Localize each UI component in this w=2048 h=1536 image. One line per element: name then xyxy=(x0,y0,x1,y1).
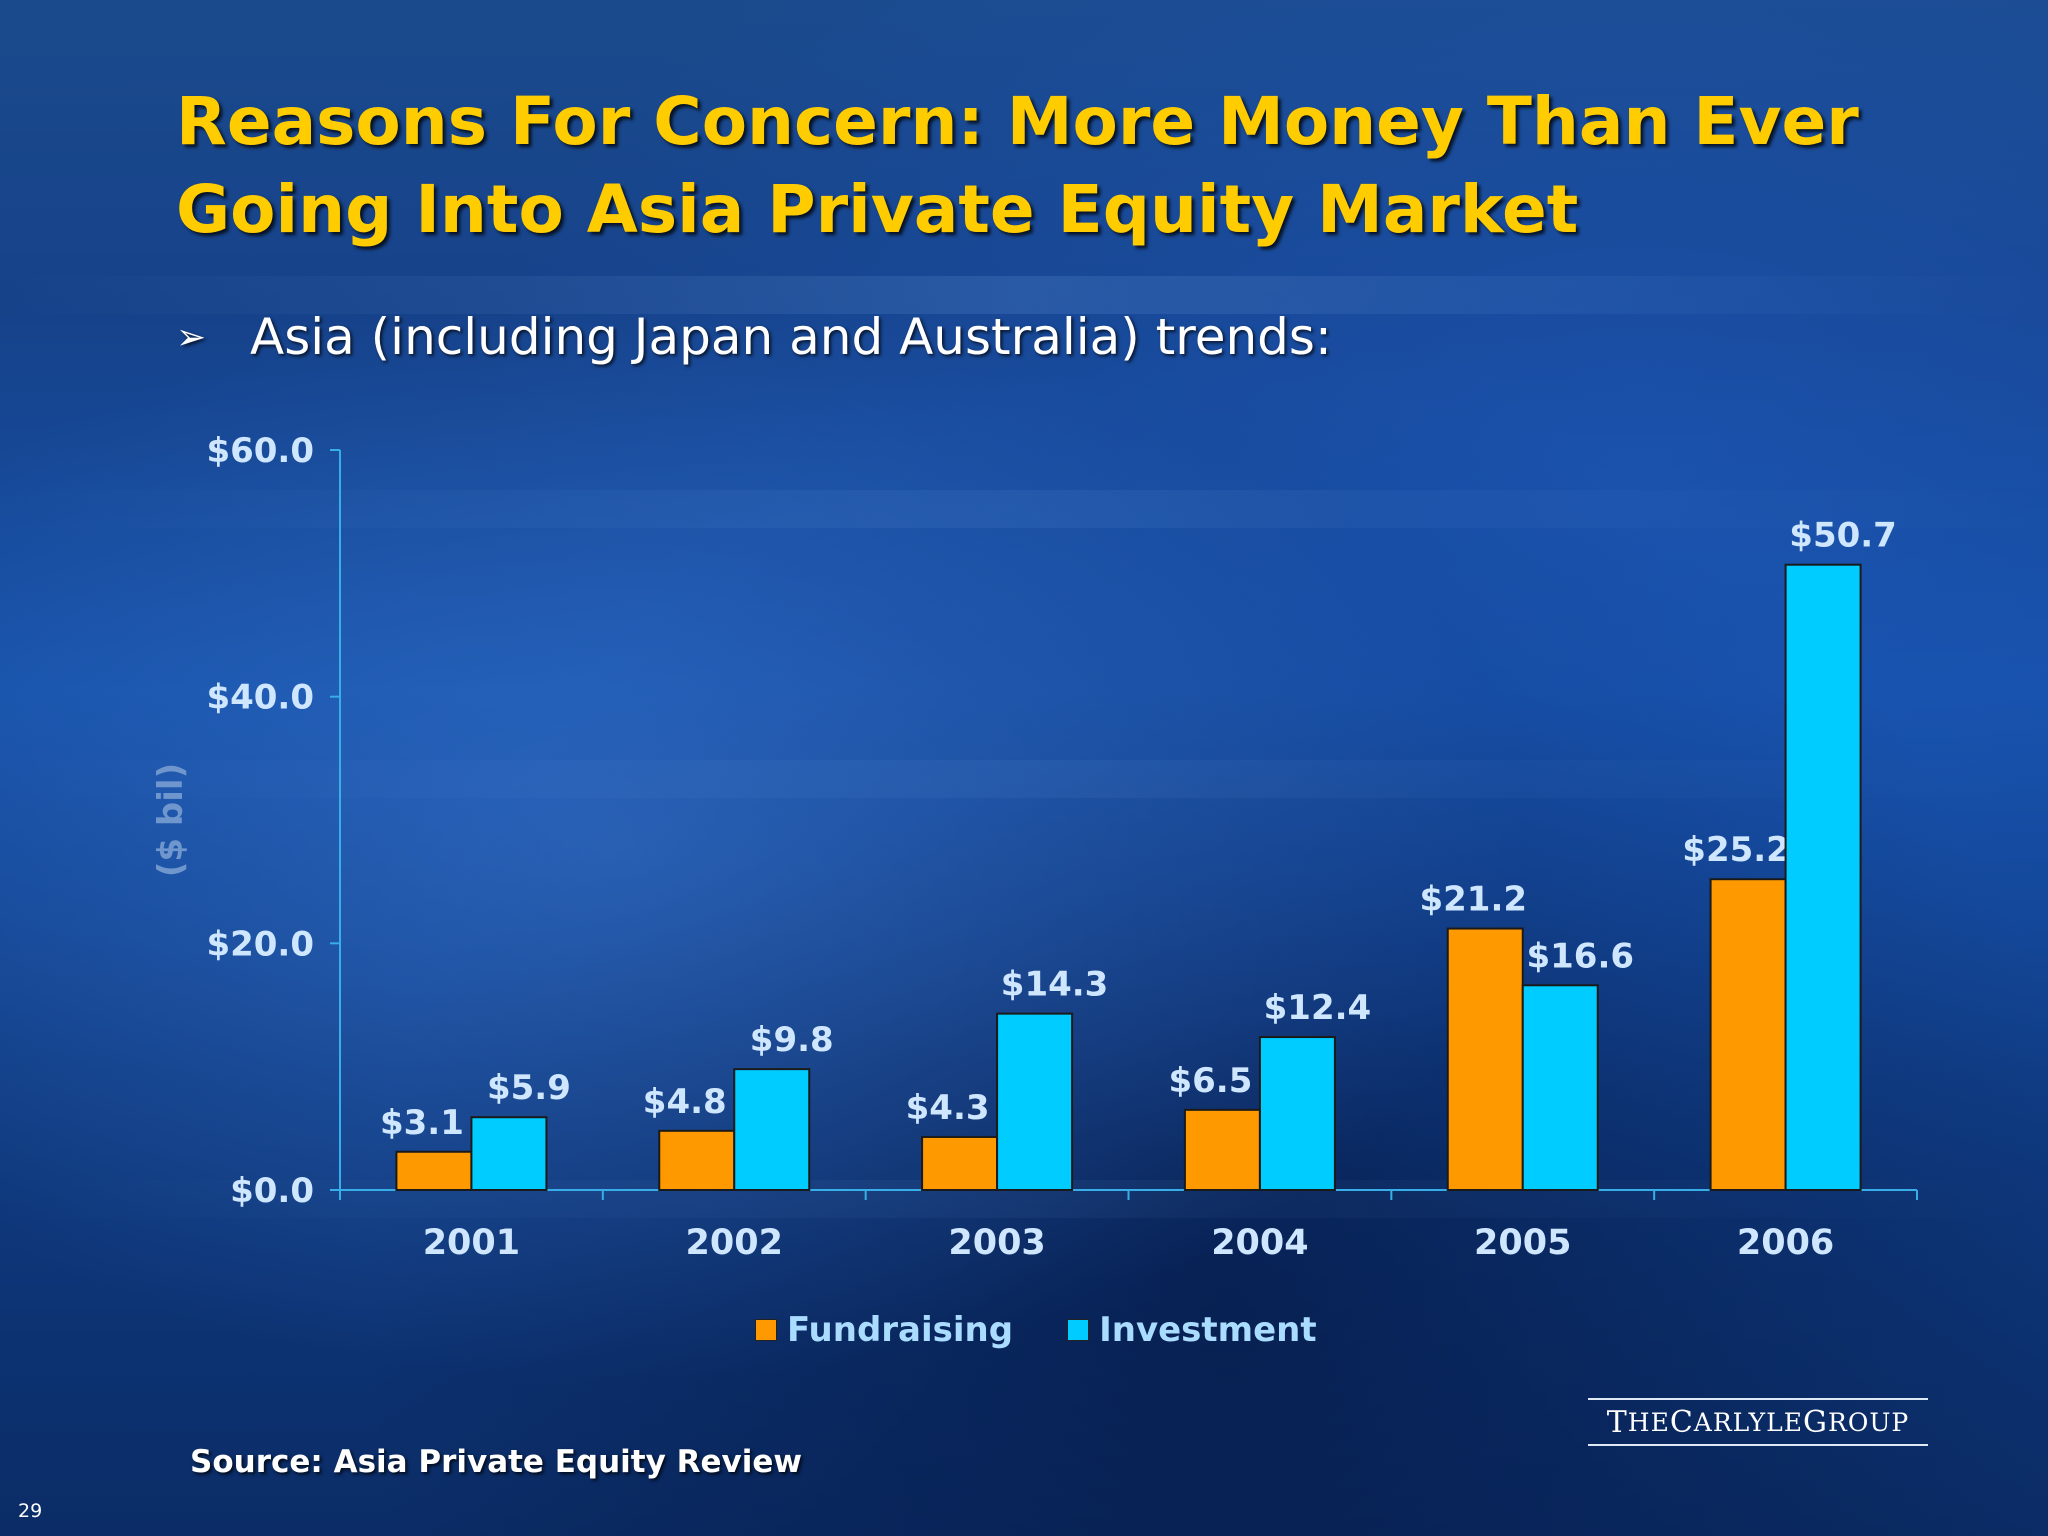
data-label-investment-2003: $14.3 xyxy=(1001,965,1109,1005)
data-label-investment-2001: $5.9 xyxy=(487,1068,571,1108)
legend-swatch-investment xyxy=(1067,1319,1090,1341)
background-streak xyxy=(0,276,2048,314)
bar-fundraising-2005 xyxy=(1446,927,1524,1191)
x-tick-label: 2002 xyxy=(686,1223,783,1263)
y-tick-label: $20.0 xyxy=(206,924,314,964)
x-tick-label: 2004 xyxy=(1211,1223,1308,1263)
background-streak xyxy=(0,760,2048,798)
title-line-2: Going Into Asia Private Equity Market xyxy=(176,171,1579,248)
bar-investment-2002 xyxy=(733,1068,811,1191)
data-label-investment-2005: $16.6 xyxy=(1526,936,1634,976)
y-tick-label: $60.0 xyxy=(206,431,314,471)
bar-fundraising-2006 xyxy=(1709,878,1787,1191)
bar-investment-2005 xyxy=(1521,984,1599,1191)
bar-fundraising-2001 xyxy=(395,1150,473,1192)
data-label-investment-2004: $12.4 xyxy=(1264,988,1372,1028)
data-label-fundraising-2001: $3.1 xyxy=(380,1103,464,1143)
data-label-investment-2006: $50.7 xyxy=(1789,516,1897,556)
legend-item-investment: Investment xyxy=(1067,1310,1317,1350)
source-note: Source: Asia Private Equity Review xyxy=(190,1444,803,1480)
y-tick-label: $0.0 xyxy=(230,1171,314,1211)
data-label-fundraising-2006: $25.2 xyxy=(1682,830,1790,870)
bullet-text: Asia (including Japan and Australia) tre… xyxy=(250,308,1332,366)
data-label-fundraising-2005: $21.2 xyxy=(1419,880,1527,920)
data-label-fundraising-2003: $4.3 xyxy=(906,1088,990,1128)
x-tick-label: 2006 xyxy=(1737,1223,1834,1263)
bar-fundraising-2002 xyxy=(658,1129,736,1192)
bar-fundraising-2004 xyxy=(1183,1108,1261,1192)
y-tick-label: $40.0 xyxy=(206,678,314,718)
carlyle-group-logo: T HE C ARLYLE G ROUP xyxy=(1588,1398,1928,1446)
bar-investment-2004 xyxy=(1258,1036,1336,1191)
legend-swatch-fundraising xyxy=(755,1319,777,1341)
y-axis-title: ($ bil) xyxy=(151,763,191,877)
bullet-point: ➢ Asia (including Japan and Australia) t… xyxy=(176,302,1332,372)
title-line-1: Reasons For Concern: More Money Than Eve… xyxy=(176,83,1859,160)
bar-fundraising-2003 xyxy=(921,1135,999,1192)
x-tick-label: 2005 xyxy=(1474,1223,1571,1263)
legend-item-fundraising: Fundraising xyxy=(755,1310,1013,1350)
x-tick-label: 2003 xyxy=(948,1223,1045,1263)
legend-label-investment: Investment xyxy=(1099,1310,1317,1350)
x-tick-label: 2001 xyxy=(423,1223,520,1263)
chart-legend: Fundraising Investment xyxy=(755,1310,1317,1350)
background-streak xyxy=(0,490,2048,528)
data-label-investment-2002: $9.8 xyxy=(750,1020,834,1060)
bar-investment-2001 xyxy=(470,1116,548,1191)
bar-investment-2003 xyxy=(996,1012,1074,1192)
slide-title: Reasons For Concern: More Money Than Eve… xyxy=(176,78,1996,254)
bar-investment-2006 xyxy=(1784,563,1862,1191)
data-label-fundraising-2004: $6.5 xyxy=(1168,1061,1252,1101)
data-label-fundraising-2002: $4.8 xyxy=(643,1082,727,1122)
page-number: 29 xyxy=(18,1500,43,1522)
right-arrowhead-icon: ➢ xyxy=(176,316,207,358)
legend-label-fundraising: Fundraising xyxy=(787,1310,1014,1350)
